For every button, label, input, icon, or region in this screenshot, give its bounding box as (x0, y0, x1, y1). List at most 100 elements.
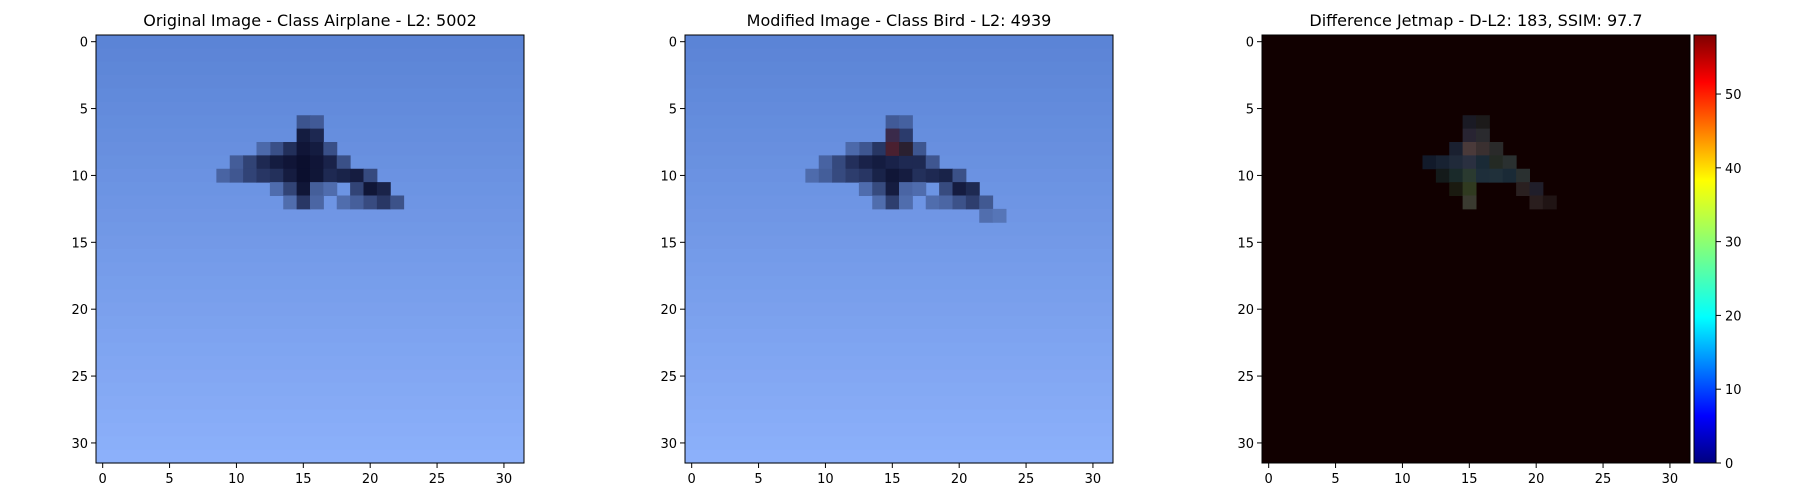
diff-cell (1502, 168, 1517, 183)
y-axis-ticks: 0 5 10 15 20 25 30 (660, 36, 685, 452)
pixel-row (685, 35, 1113, 49)
pixel-cell (350, 168, 364, 183)
pixel-row (96, 329, 524, 344)
pixel-row (96, 289, 524, 304)
pixel-row (685, 329, 1113, 344)
pixel-row (685, 88, 1113, 103)
pixel-cell (858, 168, 873, 183)
pixel-row (96, 356, 524, 370)
diff-cell (1435, 155, 1450, 170)
y-tick-label: 25 (660, 370, 677, 385)
y-axis-ticks: 0 5 10 15 20 25 30 (71, 36, 96, 452)
pixel-cell (899, 195, 913, 210)
x-tick-label: 10 (228, 472, 245, 487)
colorbar-tick-label: 40 (1725, 162, 1742, 177)
x-tick-label: 25 (429, 472, 446, 487)
panel-title: Modified Image - Class Bird - L2: 4939 (747, 11, 1052, 30)
diff-cell (1476, 155, 1490, 170)
pixel-row (685, 208, 1113, 223)
image-heatmap (685, 35, 1113, 464)
pixel-cell (872, 195, 887, 210)
pixel-cell (885, 168, 900, 183)
pixel-cell (845, 168, 860, 183)
diff-cell (1489, 142, 1504, 156)
pixel-cell (269, 182, 284, 196)
diff-cell (1435, 168, 1450, 183)
y-tick-label: 10 (660, 169, 677, 184)
y-tick-label: 25 (71, 370, 88, 385)
pixel-cell (296, 182, 311, 196)
x-tick-label: 0 (1265, 472, 1273, 487)
pixel-row (685, 396, 1113, 411)
pixel-row (96, 262, 524, 277)
diff-cell (1476, 168, 1490, 183)
diff-cell (1462, 142, 1477, 156)
x-tick-label: 25 (1595, 472, 1612, 487)
pixel-cell (323, 182, 338, 196)
axes-frame (684, 34, 1114, 464)
pixel-cell (229, 168, 244, 183)
pixel-row (96, 382, 524, 397)
difference-heatmap (1262, 35, 1690, 463)
x-axis-ticks: 0 5 10 15 20 25 30 (99, 463, 513, 487)
diff-cell (1529, 195, 1544, 210)
x-tick-label: 20 (951, 472, 968, 487)
x-tick-label: 30 (496, 472, 513, 487)
colorbar-tick-label: 20 (1725, 309, 1742, 324)
pixel-cell (872, 168, 887, 183)
pixel-cell (269, 142, 284, 156)
pixel-row (96, 48, 524, 63)
panel-original: Original Image - Class Airplane - L2: 50… (71, 11, 525, 487)
pixel-cell (939, 182, 953, 196)
pixel-row (96, 235, 524, 250)
pixel-cell (323, 168, 338, 183)
pixel-cell (269, 155, 284, 170)
y-tick-label: 20 (71, 303, 88, 318)
pixel-cell (845, 142, 860, 156)
diff-cell (1489, 168, 1504, 183)
pixel-cell (296, 142, 311, 156)
pixel-row (96, 396, 524, 411)
pixel-row (685, 315, 1113, 330)
pixel-cell (283, 182, 298, 196)
pixel-cell (818, 155, 833, 170)
diff-cell (1462, 168, 1477, 183)
pixel-cell (310, 195, 324, 210)
pixel-cell (256, 155, 271, 170)
pixel-cell (885, 128, 900, 143)
diff-cell (1516, 168, 1530, 183)
pixel-cell (310, 168, 324, 183)
pixel-cell (390, 195, 405, 210)
pixel-cell (296, 195, 311, 210)
pixel-cell (310, 155, 324, 170)
y-tick-label: 30 (660, 437, 677, 452)
pixel-cell (283, 195, 298, 210)
pixel-cell (992, 208, 1007, 223)
y-tick-label: 5 (669, 103, 677, 118)
pixel-row (96, 249, 524, 263)
x-tick-label: 15 (884, 472, 901, 487)
y-tick-label: 10 (1237, 169, 1254, 184)
pixel-cell (952, 168, 967, 183)
pixel-cell (872, 182, 887, 196)
pixel-cell (336, 155, 351, 170)
pixel-cell (363, 168, 378, 183)
pixel-cell (323, 155, 338, 170)
pixel-row (96, 449, 524, 464)
panel-difference: Difference Jetmap - D-L2: 183, SSIM: 97.… (1237, 11, 1691, 487)
pixel-cell (832, 155, 846, 170)
pixel-cell (256, 142, 271, 156)
y-tick-label: 0 (80, 36, 88, 51)
x-tick-label: 20 (1528, 472, 1545, 487)
pixel-row (685, 369, 1113, 384)
pixel-cell (925, 195, 940, 210)
pixel-cell (899, 115, 913, 130)
pixel-cell (243, 168, 257, 183)
pixel-row (685, 235, 1113, 250)
pixel-row (685, 422, 1113, 437)
pixel-cell (832, 168, 846, 183)
pixel-row (96, 302, 524, 317)
colorbar-tick-label: 30 (1725, 236, 1742, 251)
pixel-cell (296, 115, 311, 130)
y-tick-label: 0 (669, 36, 677, 51)
